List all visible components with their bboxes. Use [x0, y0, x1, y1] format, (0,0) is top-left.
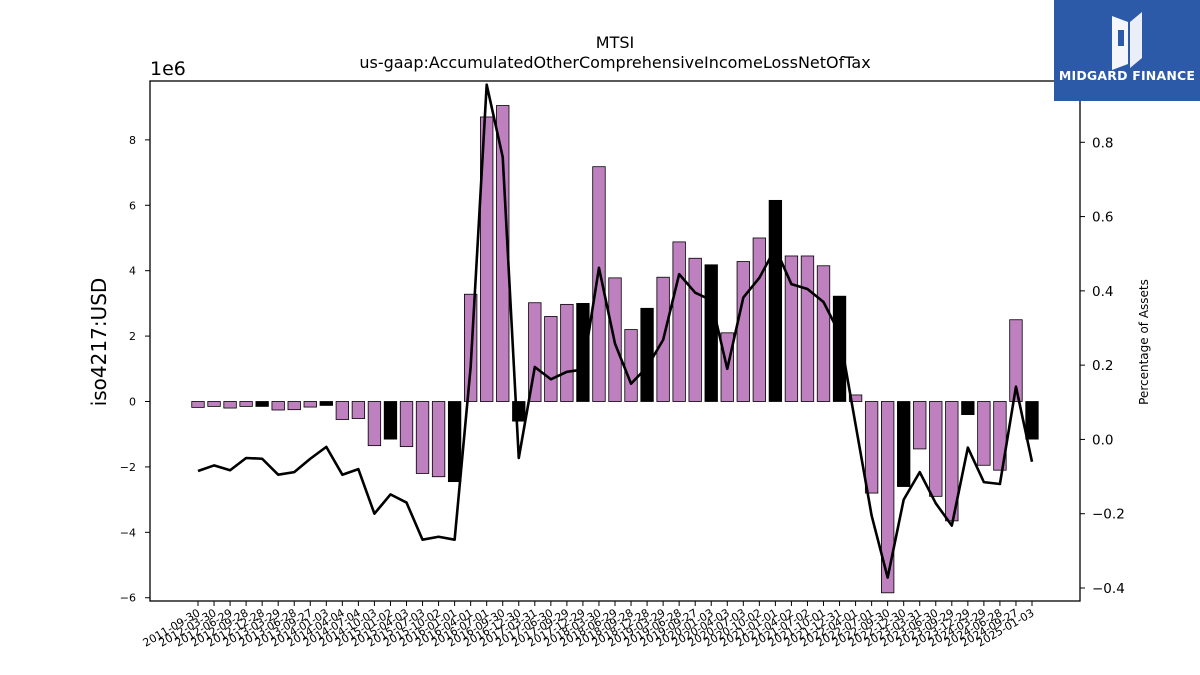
midgard-finance-logo: MIDGARD FINANCE — [1054, 0, 1200, 101]
bar — [191, 401, 205, 408]
y2-tick-label: 0.4 — [1092, 284, 1113, 300]
y-tick-label: 2 — [129, 330, 136, 343]
bar — [271, 401, 285, 411]
bar — [287, 401, 301, 411]
bar — [207, 401, 221, 407]
bar — [832, 295, 847, 402]
bar — [576, 302, 590, 402]
bar — [913, 401, 927, 450]
bar — [447, 401, 462, 483]
bar — [784, 255, 799, 402]
y-tick-label: 6 — [129, 199, 136, 212]
bar — [303, 401, 317, 408]
bar — [528, 302, 542, 402]
bar — [335, 401, 349, 420]
bar — [480, 116, 494, 402]
bar — [512, 401, 526, 422]
logo-text: MIDGARD FINANCE — [1058, 68, 1196, 83]
bar — [977, 401, 991, 466]
bar — [768, 199, 783, 402]
bar — [367, 401, 382, 447]
chart-title: MTSI — [596, 33, 634, 52]
y-tick-label: 8 — [129, 134, 136, 147]
plot-frame — [149, 80, 1081, 602]
bar — [560, 303, 574, 402]
bar — [544, 316, 558, 402]
y-tick-label: −4 — [120, 526, 136, 539]
bar — [383, 401, 398, 440]
y2-tick-label: 0.8 — [1092, 135, 1113, 151]
chart-subtitle: us-gaap:AccumulatedOtherComprehensiveInc… — [359, 53, 870, 72]
y-axis-label: iso4217:USD — [87, 278, 111, 407]
bar — [688, 257, 702, 402]
bar — [672, 241, 686, 402]
y-axis-multiplier: 1e6 — [150, 58, 186, 80]
bar — [864, 401, 879, 494]
y2-tick-label: −0.4 — [1092, 581, 1125, 597]
bar — [624, 329, 638, 402]
y2-tick-label: −0.2 — [1092, 507, 1125, 523]
bar — [319, 401, 333, 406]
bar — [897, 401, 911, 487]
bar — [929, 401, 943, 497]
y2-tick-label: 0.0 — [1092, 432, 1113, 448]
y2-tick-label: 0.6 — [1092, 210, 1113, 226]
bar — [255, 401, 269, 407]
bar — [431, 401, 446, 478]
bar — [704, 264, 718, 402]
bar — [848, 394, 863, 402]
bar — [239, 401, 253, 407]
bar — [1025, 401, 1039, 440]
bar — [223, 401, 237, 409]
bar — [399, 401, 414, 448]
y-tick-label: −2 — [120, 461, 136, 474]
bar — [736, 261, 750, 402]
bar — [640, 307, 654, 402]
bar — [415, 401, 430, 474]
bar — [881, 401, 895, 594]
midgard-logo-icon — [1112, 12, 1142, 70]
pct-assets-line — [197, 83, 1034, 579]
bar — [800, 255, 815, 402]
y2-axis-label: Percentage of Assets — [1137, 279, 1151, 405]
bar — [752, 237, 767, 402]
bar — [351, 401, 366, 419]
y-tick-label: 4 — [129, 265, 136, 278]
bar — [1009, 319, 1023, 402]
bar — [592, 166, 606, 402]
bar — [816, 265, 831, 402]
bar — [993, 401, 1007, 471]
y-tick-label: 0 — [129, 396, 136, 409]
y2-tick-label: 0.2 — [1092, 358, 1113, 374]
y-tick-label: −6 — [120, 592, 136, 605]
bar — [961, 401, 975, 415]
